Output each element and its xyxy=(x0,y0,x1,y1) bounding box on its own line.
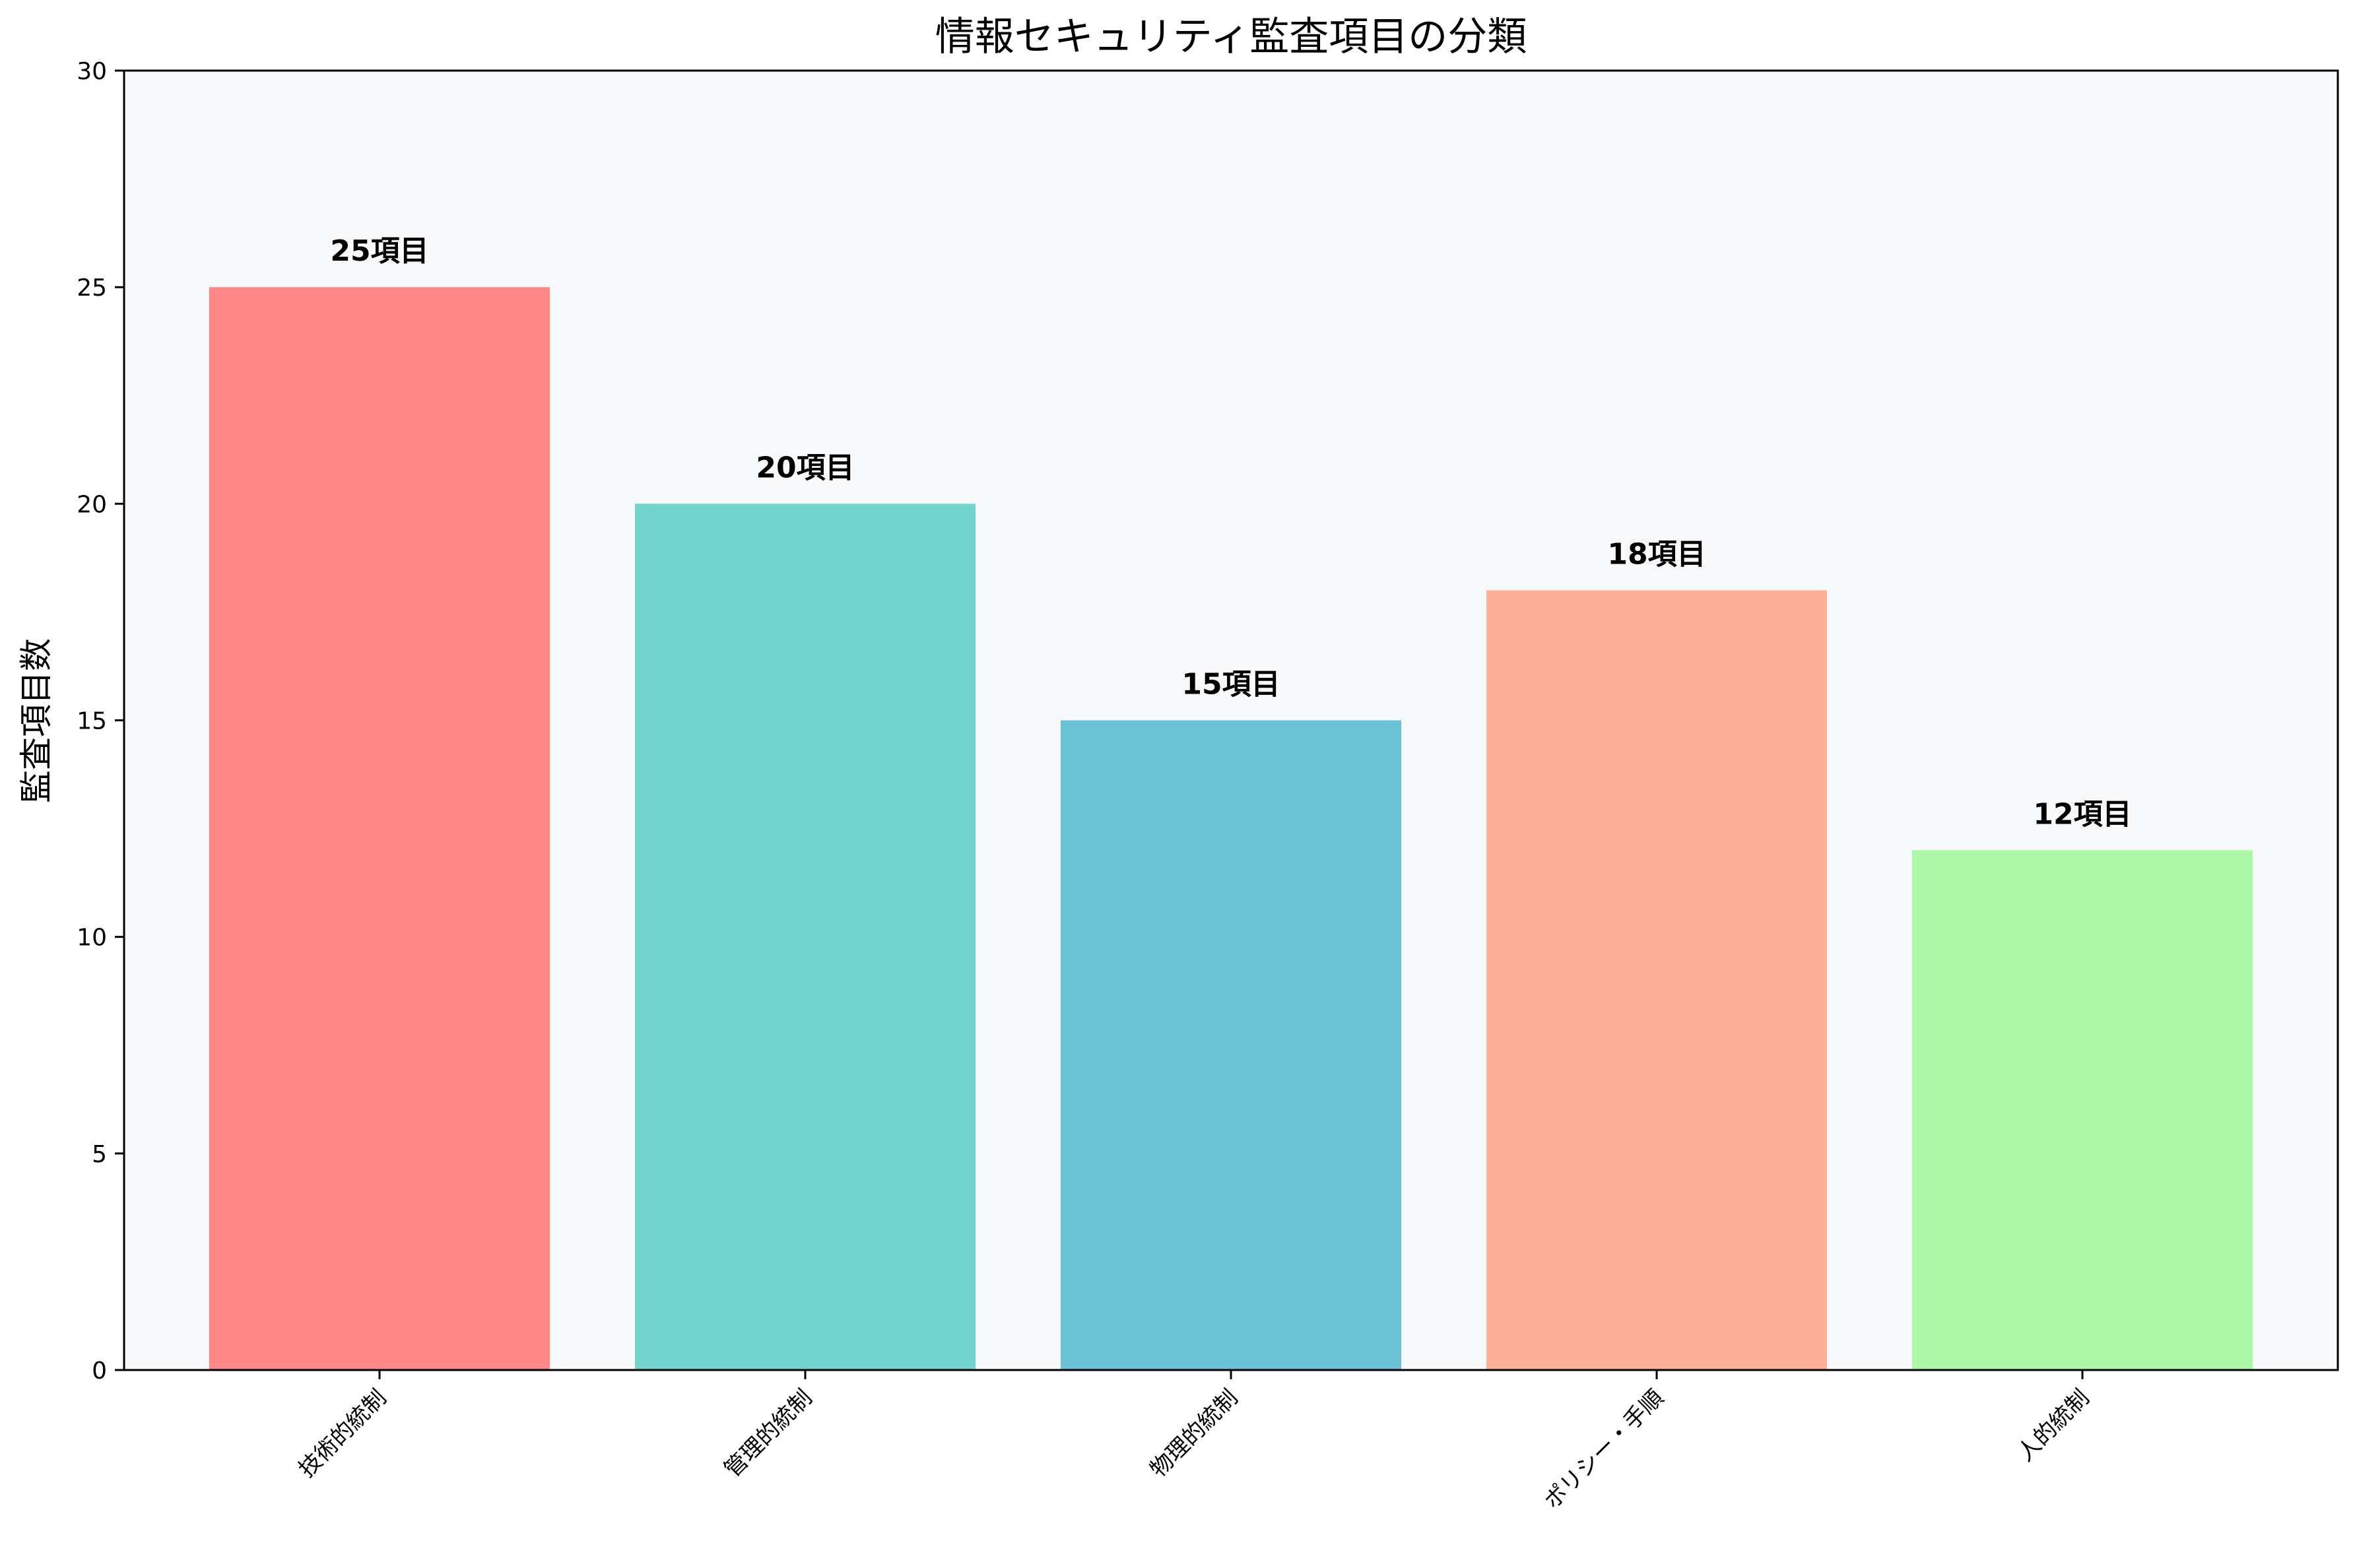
y-tick-label: 0 xyxy=(92,1357,107,1385)
bar-value-label: 20項目 xyxy=(756,451,854,484)
bar-value-label: 15項目 xyxy=(1181,668,1280,702)
x-tick-label: 物理的統制 xyxy=(1145,1385,1243,1482)
bar xyxy=(1912,850,2253,1370)
bars-layer: 25項目 20項目 15項目 18項目 12項目 xyxy=(209,234,2253,1371)
bar xyxy=(1486,590,1827,1370)
y-tick-label: 10 xyxy=(77,925,107,952)
y-tick-label: 30 xyxy=(77,58,107,85)
y-tick-label: 25 xyxy=(77,275,107,302)
bar xyxy=(635,504,976,1371)
y-axis-label: 監査項目数 xyxy=(17,638,55,803)
bar-value-label: 25項目 xyxy=(330,234,428,268)
bar-value-label: 18項目 xyxy=(1607,538,1706,572)
y-tick-label: 15 xyxy=(77,708,107,735)
x-tick-label: 技術的統制 xyxy=(294,1385,391,1482)
x-tick-label: ポリシー・手順 xyxy=(1539,1385,1669,1515)
chart-title: 情報セキュリティ監査項目の分類 xyxy=(935,14,1527,60)
bar xyxy=(1061,720,1401,1370)
y-tick-label: 20 xyxy=(77,491,107,518)
x-tick-label: 人的統制 xyxy=(2012,1385,2094,1466)
bar-value-label: 12項目 xyxy=(2033,797,2131,831)
bar xyxy=(209,287,550,1371)
x-tick-label: 管理的統制 xyxy=(719,1385,817,1482)
y-tick-label: 5 xyxy=(92,1141,107,1168)
